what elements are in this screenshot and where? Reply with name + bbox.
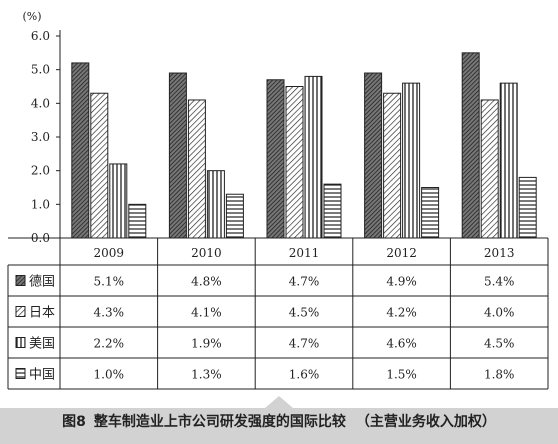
bar-日本-2010 [187,99,206,239]
legend-swatch-中国 [15,368,26,379]
bar-中国-2009 [128,203,147,239]
legend-swatch-美国 [15,337,26,348]
bar-日本-2009 [90,92,109,239]
data-label-中国-2012: 1.5% [386,368,417,382]
bar-美国-2011 [304,75,323,239]
legend-label-中国: 中国 [29,368,55,383]
bar-德国-2010 [168,72,187,239]
data-label-德国-2012: 4.9% [386,275,417,289]
figure-number: 图8 [62,414,86,430]
legend-swatch-日本 [15,306,26,317]
y-tick-label: 5.0 [31,63,50,77]
bars-group [71,52,537,239]
category-label-2009: 2009 [94,246,125,260]
data-label-日本-2012: 4.2% [386,306,417,320]
data-label-德国-2013: 5.4% [484,275,515,289]
data-label-美国-2012: 4.6% [386,337,417,351]
y-tick-label: 4.0 [31,96,50,110]
figure-caption: 图8 整车制造业上市公司研发强度的国际比较 （主营业务收入加权） [0,411,558,431]
bar-美国-2013 [499,82,518,239]
y-tick-label: 2.0 [31,164,50,178]
figure-note: （主营业务收入加权） [355,414,496,430]
figure-title: 整车制造业上市公司研发强度的国际比较 [93,414,346,430]
data-table: 2009 2010 2011 2012 2013 德国 5.1% 4.8% 4.7% 4.9% 5.… [7,237,549,390]
y-tick-label: 3.0 [31,130,50,144]
y-tick-label: 6.0 [31,29,50,43]
data-label-德国-2010: 4.8% [191,275,222,289]
data-label-美国-2013: 4.5% [484,337,515,351]
bar-日本-2011 [285,86,304,239]
bar-中国-2010 [225,193,244,239]
bar-美国-2009 [109,163,128,239]
data-label-中国-2010: 1.3% [191,368,222,382]
bar-中国-2011 [323,183,342,239]
data-label-日本-2009: 4.3% [94,306,125,320]
bar-日本-2012 [383,92,402,239]
legend-swatch-德国 [15,275,26,286]
data-label-中国-2009: 1.0% [94,368,125,382]
bar-德国-2013 [461,52,480,239]
data-label-德国-2009: 5.1% [94,275,125,289]
bar-中国-2012 [421,187,440,239]
bar-德国-2012 [364,72,383,239]
category-label-2010: 2010 [191,246,222,260]
data-label-德国-2011: 4.7% [289,275,320,289]
bar-chart: (%)0.01.02.03.04.05.06.0 2009 2010 2011 201… [7,10,549,390]
y-axis-unit: (%) [22,10,41,23]
bar-美国-2012 [402,82,421,239]
bar-德国-2009 [71,62,90,239]
data-label-日本-2013: 4.0% [484,306,515,320]
legend-label-日本: 日本 [29,306,55,321]
y-tick-label: 1.0 [31,197,50,211]
bar-日本-2013 [480,99,499,239]
data-label-日本-2010: 4.1% [191,306,222,320]
data-label-美国-2010: 1.9% [191,337,222,351]
data-label-中国-2013: 1.8% [484,368,515,382]
legend-label-德国: 德国 [29,275,55,290]
data-label-中国-2011: 1.6% [289,368,320,382]
category-label-2013: 2013 [484,246,515,260]
bar-德国-2011 [266,79,285,239]
category-label-2011: 2011 [289,246,320,260]
category-label-2012: 2012 [386,246,417,260]
bar-美国-2010 [206,170,225,239]
legend-label-美国: 美国 [29,337,55,352]
data-label-日本-2011: 4.5% [289,306,320,320]
caption-background [0,408,558,444]
data-label-美国-2011: 4.7% [289,337,320,351]
caption-notch [0,396,558,408]
data-label-美国-2009: 2.2% [94,337,125,351]
bar-中国-2013 [518,176,537,239]
axes-group: (%)0.01.02.03.04.05.06.0 [22,10,61,245]
